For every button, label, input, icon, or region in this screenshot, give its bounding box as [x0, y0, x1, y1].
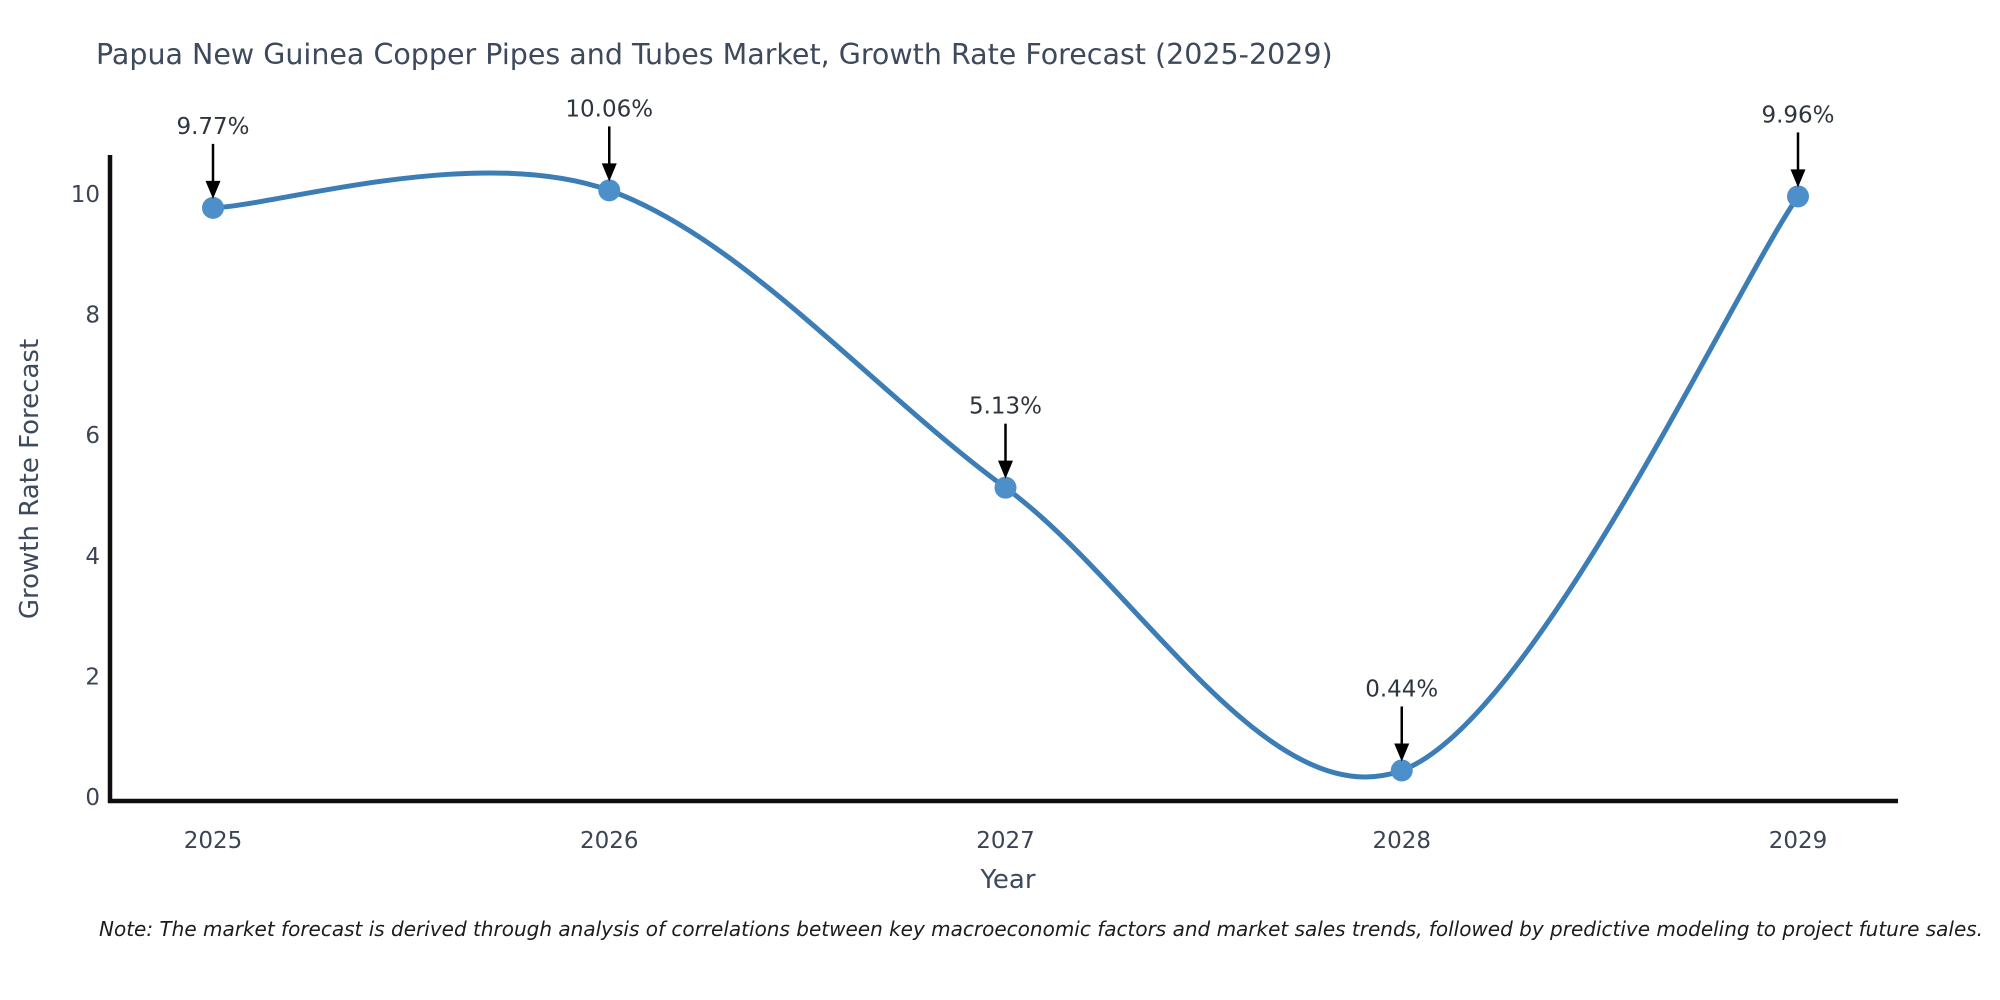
- annotation-2025: 9.77%: [176, 114, 250, 199]
- annotation-2027: 5.13%: [969, 394, 1042, 479]
- x-tick-label: 2026: [580, 828, 639, 854]
- data-point-markers: [202, 179, 1809, 782]
- forecast-line-series: [210, 170, 1801, 780]
- annotation-arrowhead-icon: [601, 163, 617, 182]
- annotation-value-label: 9.77%: [176, 114, 249, 140]
- x-tick-label: 2029: [1769, 828, 1828, 854]
- annotation-value-label: 5.13%: [969, 394, 1042, 420]
- chart-title: Papua New Guinea Copper Pipes and Tubes …: [96, 38, 1333, 71]
- annotation-value-label: 9.96%: [1761, 102, 1834, 128]
- annotation-2028: 0.44%: [1365, 676, 1438, 762]
- y-tick-label: 4: [85, 544, 100, 570]
- y-tick-label: 6: [85, 423, 100, 449]
- y-tick-label: 2: [85, 664, 100, 690]
- y-tick-label: 10: [71, 182, 100, 208]
- value-annotations: 9.77% 10.06% 5.13% 0.44% 9.96%: [176, 96, 1835, 762]
- data-point-marker: [202, 196, 224, 219]
- data-point-marker: [598, 179, 621, 202]
- y-tick-label: 8: [85, 303, 100, 329]
- annotation-arrowhead-icon: [1790, 169, 1806, 188]
- data-point-marker: [1787, 185, 1809, 208]
- annotation-2026: 10.06%: [565, 96, 653, 182]
- y-tick-labels: 0 2 4 6 8 10: [71, 182, 100, 811]
- annotation-2029: 9.96%: [1761, 102, 1835, 188]
- annotation-value-label: 10.06%: [565, 96, 653, 122]
- annotation-arrowhead-icon: [998, 460, 1013, 479]
- x-tick-label: 2025: [184, 828, 243, 854]
- data-point-marker: [1390, 759, 1413, 782]
- annotation-arrowhead-icon: [1394, 743, 1410, 762]
- x-axis-title: Year: [979, 865, 1035, 895]
- methodology-note: Note: The market forecast is derived thr…: [99, 917, 1984, 941]
- annotation-arrowhead-icon: [205, 180, 221, 199]
- y-axis-title: Growth Rate Forecast: [15, 339, 45, 619]
- data-point-marker: [994, 476, 1017, 499]
- x-tick-label: 2027: [976, 828, 1035, 854]
- x-tick-labels: 2025 2026 2027 2028 2029: [184, 828, 1828, 854]
- annotation-value-label: 0.44%: [1365, 676, 1438, 702]
- x-tick-label: 2028: [1372, 828, 1431, 854]
- y-tick-label: 0: [85, 785, 100, 811]
